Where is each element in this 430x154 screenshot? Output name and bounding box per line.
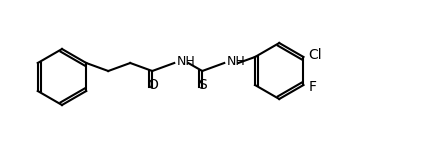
Text: O: O <box>147 78 158 92</box>
Text: S: S <box>198 78 207 92</box>
Text: F: F <box>308 80 316 94</box>
Text: NH: NH <box>177 55 196 67</box>
Text: NH: NH <box>227 55 246 67</box>
Text: Cl: Cl <box>308 48 322 62</box>
